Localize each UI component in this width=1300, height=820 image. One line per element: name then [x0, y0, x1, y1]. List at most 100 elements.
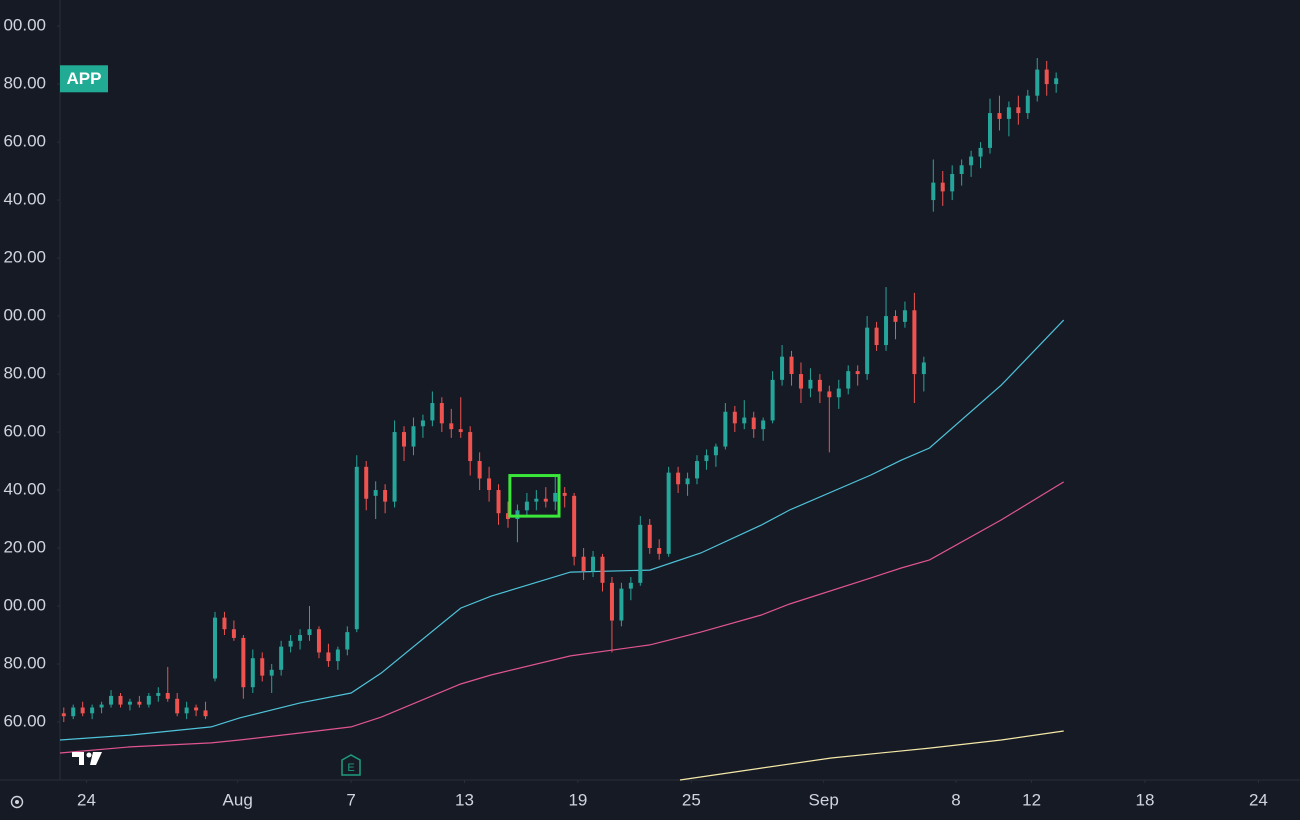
candle-body [279, 646, 284, 670]
candle-body [1006, 107, 1011, 119]
candle-body [685, 478, 690, 485]
moving-average-line [679, 730, 1064, 781]
candle-body [175, 698, 180, 714]
candle-body [742, 417, 747, 424]
candle-body [666, 472, 671, 554]
candle-body [71, 707, 76, 717]
candle-body [99, 704, 104, 708]
y-tick-label: 00.00 [3, 596, 46, 615]
y-tick-label: 80.00 [3, 74, 46, 93]
y-tick-label: 00.00 [3, 16, 46, 35]
candle-body [921, 362, 926, 375]
earnings-marker[interactable]: E [341, 754, 361, 776]
candle-body [789, 356, 794, 375]
candle-body [619, 588, 624, 621]
y-tick-label: 40.00 [3, 480, 46, 499]
x-tick-label: 13 [455, 790, 474, 809]
candle-body [411, 426, 416, 447]
candle-body [316, 629, 321, 653]
candle-body [912, 310, 917, 375]
tradingview-logo [72, 752, 102, 765]
x-tick-label: 12 [1022, 790, 1041, 809]
candle-body [184, 707, 189, 714]
settings-icon[interactable] [10, 795, 24, 809]
y-tick-label: 20.00 [3, 538, 46, 557]
candle-body [364, 466, 369, 499]
candle-body [231, 629, 236, 638]
candle-body [468, 432, 473, 462]
candle-body [836, 388, 841, 398]
candle-body [978, 147, 983, 157]
candle-body [449, 423, 454, 430]
candle-body [298, 635, 303, 641]
candle-body [1044, 69, 1049, 85]
y-tick-label: 80.00 [3, 653, 46, 672]
y-tick-label: 60.00 [3, 422, 46, 441]
candle-body [931, 182, 936, 201]
candle-body [222, 617, 227, 630]
candle-body [524, 501, 529, 511]
candle-body [458, 429, 463, 433]
candle-body [354, 466, 359, 630]
candle-body [770, 379, 775, 421]
candle-body [1016, 107, 1021, 114]
x-tick-label: 24 [1249, 790, 1268, 809]
candle-body [543, 498, 548, 502]
x-tick-label: Aug [223, 790, 253, 809]
candle-body [704, 455, 709, 462]
candle-body [118, 695, 123, 705]
candle-body [609, 582, 614, 621]
y-tick-label: 80.00 [3, 364, 46, 383]
x-tick-label: 18 [1136, 790, 1155, 809]
y-tick-label: 60.00 [3, 711, 46, 730]
candle-body [638, 524, 643, 583]
candle-body [1054, 78, 1059, 85]
candle-body [732, 411, 737, 424]
candle-body [647, 524, 652, 549]
candle-body [600, 556, 605, 583]
candle-body [127, 701, 132, 705]
candle-body [260, 658, 265, 676]
x-tick-label: Sep [809, 790, 839, 809]
candle-body [109, 695, 114, 705]
y-tick-label: 40.00 [3, 190, 46, 209]
x-tick-label: 25 [682, 790, 701, 809]
candle-body [194, 707, 199, 711]
svg-text:E: E [347, 762, 354, 774]
candle-body [90, 707, 95, 714]
candle-body [713, 446, 718, 456]
y-tick-label: 60.00 [3, 132, 46, 151]
symbol-label: APP [67, 69, 102, 88]
candle-body [893, 316, 898, 322]
candle-body [392, 432, 397, 502]
candle-body [950, 173, 955, 192]
candle-body [402, 432, 407, 447]
candle-body [373, 490, 378, 496]
candle-body [581, 556, 586, 572]
candle-body [1025, 95, 1030, 114]
candle-body [326, 652, 331, 662]
candle-body [723, 411, 728, 447]
candle-body [165, 693, 170, 699]
candle-body [874, 327, 879, 346]
candle-body [534, 498, 539, 502]
candle-body [487, 478, 492, 491]
x-tick-label: 24 [77, 790, 96, 809]
candle-body [959, 165, 964, 174]
candle-body [884, 316, 889, 346]
candle-body [751, 417, 756, 430]
candle-body [988, 113, 992, 148]
candle-body [780, 356, 785, 380]
candle-body [798, 374, 803, 389]
candle-body [420, 420, 425, 427]
candle-body [761, 420, 766, 430]
candle-body [969, 156, 974, 166]
candle-body [628, 582, 633, 589]
candle-body [383, 490, 388, 502]
candle-body [591, 556, 596, 572]
candle-body [213, 617, 217, 679]
candle-body [572, 495, 577, 557]
moving-average-line [59, 319, 1065, 741]
candle-body [288, 640, 293, 647]
candle-body [61, 713, 66, 717]
